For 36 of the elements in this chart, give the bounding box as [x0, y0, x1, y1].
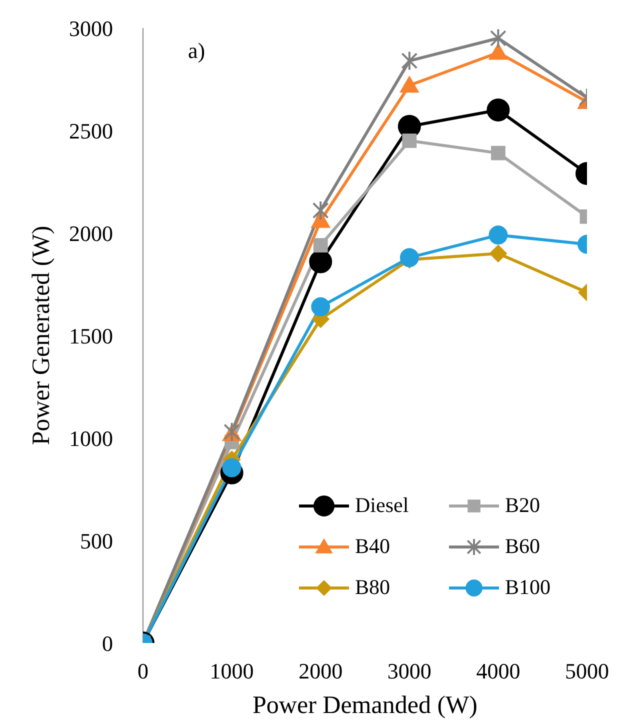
point [488, 226, 508, 245]
point [401, 50, 418, 71]
y-axis-title: Power Generated (W) [28, 226, 55, 446]
point [313, 238, 328, 252]
y-tick-label: 3000 [69, 16, 113, 41]
annotation: a) [188, 38, 206, 64]
point [489, 244, 508, 262]
legend-label: B80 [355, 575, 390, 600]
x-tick-label: 5000 [565, 658, 609, 684]
y-tick-label: 0 [102, 630, 113, 656]
point [400, 248, 419, 268]
legend-label: B100 [505, 575, 551, 600]
y-tick-label: 1000 [69, 426, 113, 451]
x-tick-label: 0 [138, 658, 148, 684]
legend-label: Diesel [355, 493, 409, 518]
point [402, 134, 417, 148]
point [491, 146, 506, 160]
point [490, 28, 506, 48]
x-tick-label: 1000 [210, 658, 254, 684]
x-tick-label: 3000 [387, 658, 432, 684]
point [312, 200, 329, 220]
y-tick-label: 2000 [69, 220, 113, 246]
point [311, 297, 330, 316]
point [400, 76, 420, 93]
x-axis-title: Power Demanded (W) [252, 692, 478, 719]
legend-label: B20 [505, 493, 540, 518]
point [486, 98, 510, 122]
legend-label: B40 [355, 534, 390, 559]
x-tick-label: 4000 [476, 658, 520, 684]
point [222, 458, 242, 478]
point [488, 42, 508, 60]
y-tick-label: 1500 [69, 323, 113, 348]
y-tick-label: 500 [80, 528, 113, 554]
legend-label: B60 [505, 534, 540, 559]
y-tick-label: 2500 [69, 118, 113, 144]
x-tick-label: 2000 [298, 658, 343, 684]
